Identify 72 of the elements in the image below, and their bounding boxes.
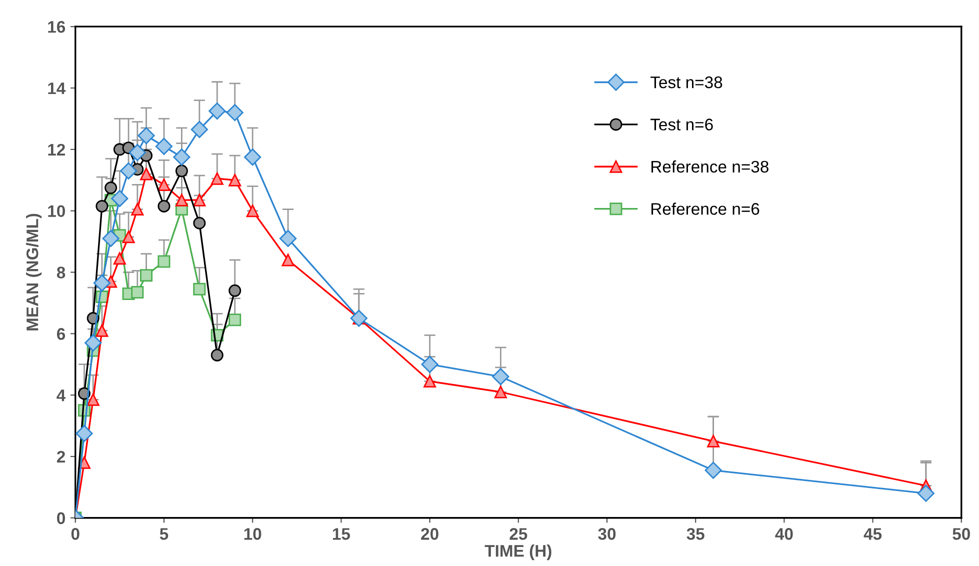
x-tick-label: 35 bbox=[686, 528, 704, 540]
y-tick-label: 16 bbox=[48, 21, 66, 33]
point bbox=[193, 282, 206, 296]
point bbox=[138, 127, 155, 144]
point bbox=[424, 375, 436, 388]
legend-label: Reference n=6 bbox=[651, 202, 760, 215]
point bbox=[140, 168, 153, 180]
point bbox=[140, 269, 153, 282]
x-tick-label: 25 bbox=[510, 528, 528, 540]
y-tick-label: 0 bbox=[57, 512, 65, 524]
point bbox=[246, 204, 259, 218]
point bbox=[421, 356, 438, 373]
point bbox=[210, 348, 224, 362]
y-tick-label: 2 bbox=[56, 450, 65, 463]
point bbox=[228, 314, 242, 326]
point bbox=[131, 203, 144, 216]
point bbox=[158, 200, 170, 212]
point bbox=[226, 104, 244, 122]
point bbox=[76, 424, 93, 442]
x-tick-label: 45 bbox=[864, 528, 882, 540]
point bbox=[96, 200, 108, 212]
point bbox=[175, 194, 188, 206]
x-tick-label: 30 bbox=[598, 528, 616, 540]
point bbox=[282, 254, 294, 266]
point bbox=[128, 144, 146, 162]
point bbox=[279, 230, 297, 248]
y-tick-label: 12 bbox=[48, 144, 65, 156]
point bbox=[704, 462, 722, 479]
y-tick-label: 14 bbox=[48, 82, 66, 94]
point bbox=[917, 484, 934, 502]
x-axis-title: TIME (H) bbox=[484, 544, 552, 560]
point bbox=[208, 102, 226, 120]
legend-label: Test n=38 bbox=[650, 76, 722, 88]
y-axis-title: MEAN (NG/ML) bbox=[26, 214, 42, 330]
point bbox=[492, 368, 510, 386]
point bbox=[122, 230, 135, 244]
legend-label: Test n=6 bbox=[650, 118, 713, 130]
y-tick-label: 8 bbox=[56, 266, 66, 278]
x-tick-label: 0 bbox=[71, 528, 80, 540]
point bbox=[120, 162, 138, 180]
x-tick-label: 15 bbox=[332, 528, 350, 540]
y-tick-label: 10 bbox=[48, 205, 65, 218]
legend-label: Reference n=38 bbox=[651, 160, 768, 173]
point bbox=[190, 120, 208, 138]
point bbox=[84, 334, 102, 352]
point bbox=[158, 255, 170, 268]
point bbox=[111, 190, 128, 208]
point bbox=[102, 230, 120, 248]
x-tick-label: 50 bbox=[952, 528, 970, 540]
point bbox=[494, 386, 507, 398]
point bbox=[707, 434, 720, 448]
point bbox=[155, 138, 173, 155]
y-tick-label: 6 bbox=[57, 328, 66, 340]
point bbox=[173, 148, 190, 166]
point bbox=[158, 178, 170, 191]
point bbox=[228, 284, 242, 297]
point bbox=[104, 182, 118, 194]
x-tick-label: 5 bbox=[160, 528, 168, 540]
y-tick-label: 4 bbox=[56, 390, 66, 402]
point bbox=[210, 172, 224, 185]
point bbox=[193, 216, 206, 230]
point bbox=[228, 174, 242, 186]
point bbox=[175, 164, 188, 178]
x-tick-label: 20 bbox=[421, 528, 438, 540]
point bbox=[131, 286, 144, 298]
point bbox=[113, 252, 126, 265]
point bbox=[93, 274, 111, 292]
x-tick-label: 40 bbox=[775, 528, 793, 540]
x-tick-label: 10 bbox=[244, 528, 262, 540]
point bbox=[86, 393, 100, 406]
point bbox=[193, 194, 206, 206]
point bbox=[244, 148, 262, 166]
